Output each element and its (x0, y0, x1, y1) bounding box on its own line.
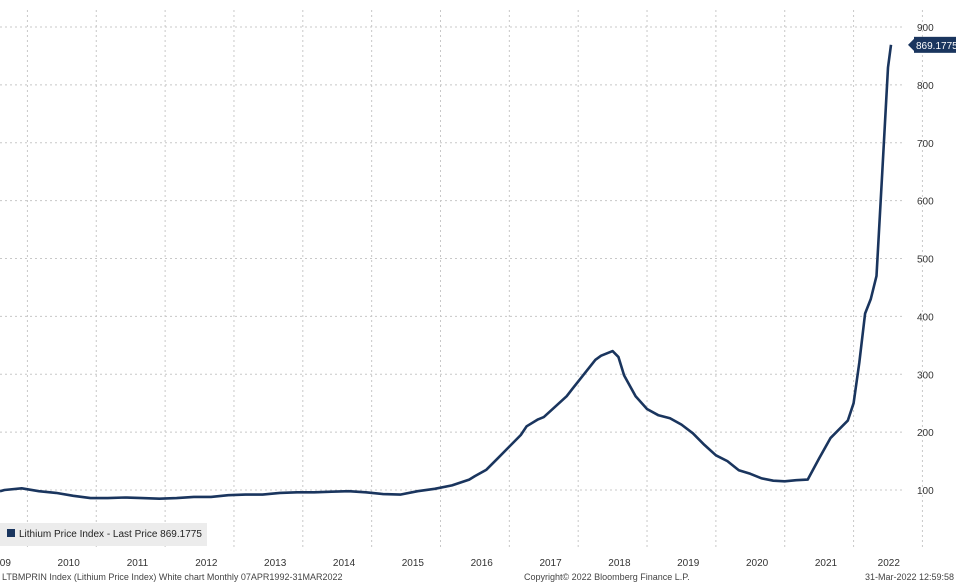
x-tick-label: 2009 (0, 558, 11, 569)
last-price-label: 869.1775 (916, 41, 956, 52)
x-tick-label: 2012 (195, 558, 218, 569)
chart-gridlines (0, 10, 923, 548)
footer-source: LTBMPRIN Index (Lithium Price Index) Whi… (2, 572, 342, 582)
y-tick-label: 900 (917, 23, 934, 34)
legend-swatch (7, 529, 15, 537)
legend-background (0, 523, 207, 546)
y-axis-ticks: 100 200 300 400 500 600 700 800 900 (917, 23, 934, 497)
last-price-arrow (908, 38, 914, 51)
y-tick-label: 700 (917, 139, 934, 150)
y-tick-label: 400 (917, 312, 934, 323)
series-line-layer (0, 44, 893, 500)
y-tick-label: 600 (917, 197, 934, 208)
series-line-lithium-price-index (0, 44, 893, 500)
footer-timestamp: 31-Mar-2022 12:59:58 (865, 572, 954, 582)
legend: Lithium Price Index - Last Price 869.177… (0, 523, 207, 546)
legend-label: Lithium Price Index - Last Price 869.177… (19, 529, 202, 540)
y-tick-label: 100 (917, 486, 934, 497)
x-tick-label: 2013 (264, 558, 287, 569)
x-tick-label: 2017 (539, 558, 562, 569)
x-tick-label: 2018 (608, 558, 631, 569)
x-tick-label: 2014 (333, 558, 356, 569)
x-tick-label: 2019 (677, 558, 700, 569)
x-tick-label: 2011 (127, 558, 149, 569)
last-price-marker: 869.1775 (908, 36, 956, 53)
y-tick-label: 500 (917, 255, 934, 266)
x-tick-label: 2015 (402, 558, 425, 569)
x-axis-ticks: 2009 2010 2011 2012 2013 2014 2015 2016 2017 2018… (0, 558, 900, 569)
y-tick-label: 200 (917, 428, 934, 439)
footer-background (0, 568, 956, 583)
x-tick-label: 2020 (746, 558, 769, 569)
y-tick-label: 300 (917, 370, 934, 381)
last-price-box (914, 36, 956, 53)
y-tick-label: 800 (917, 81, 934, 92)
x-tick-label: 2021 (815, 558, 838, 569)
footer: LTBMPRIN Index (Lithium Price Index) Whi… (0, 568, 956, 583)
x-tick-label: 2016 (471, 558, 494, 569)
x-tick-label: 2022 (878, 558, 901, 569)
footer-copyright: Copyright© 2022 Bloomberg Finance L.P. (524, 572, 690, 582)
x-tick-label: 2010 (58, 558, 81, 569)
